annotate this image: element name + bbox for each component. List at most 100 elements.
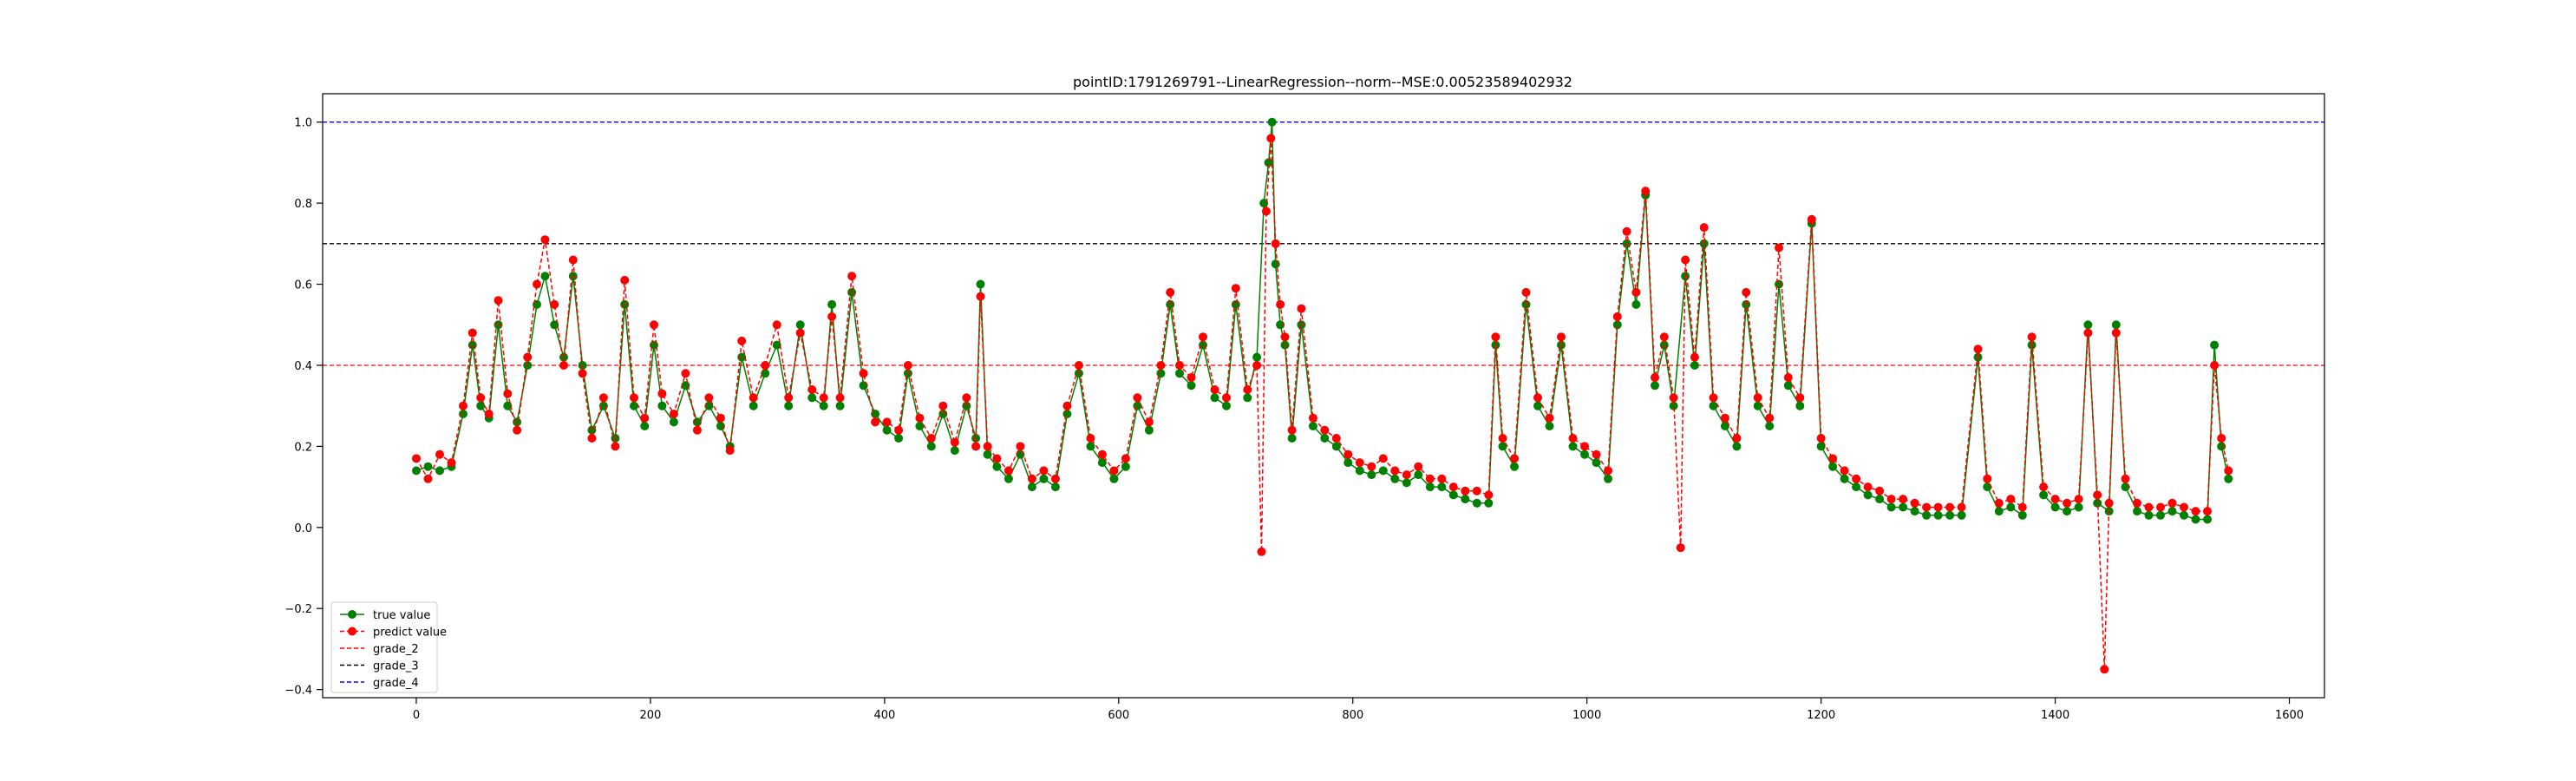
series-0-point <box>1437 482 1447 492</box>
series-1-point <box>1875 486 1885 496</box>
series-0-point <box>827 299 837 309</box>
x-tick-label: 400 <box>873 709 895 722</box>
series-1-point <box>1612 312 1622 321</box>
series-0-point <box>1027 482 1036 492</box>
series-0-point <box>1521 299 1531 309</box>
series-0-point <box>1367 470 1376 480</box>
series-0-point <box>1231 299 1240 309</box>
series-0-point <box>1344 458 1353 468</box>
series-1-point <box>1448 482 1458 492</box>
series-1-point <box>1210 385 1219 394</box>
series-1-point <box>2083 328 2093 338</box>
series-0-point <box>1852 482 1861 492</box>
series-1-point <box>2121 474 2130 483</box>
legend-label: grade_3 <box>373 660 419 673</box>
series-0-point <box>459 410 467 418</box>
series-1-point <box>772 320 781 330</box>
series-0-point <box>1166 299 1175 309</box>
series-1-point <box>1669 393 1678 403</box>
series-0-point <box>1742 299 1751 309</box>
series-0-point <box>1545 422 1554 430</box>
series-1-point <box>1886 495 1896 504</box>
series-1-point <box>807 385 817 394</box>
series-1-point <box>2093 490 2102 500</box>
series-1-point <box>1580 442 1589 451</box>
series-1-point <box>1257 547 1266 556</box>
series-1-point <box>784 393 794 403</box>
series-0-point <box>669 417 678 427</box>
series-1-point <box>1472 486 1481 496</box>
series-1-point <box>1287 425 1297 435</box>
series-0-point <box>568 272 578 281</box>
series-1-point <box>1097 450 1107 459</box>
series-1-point <box>1765 413 1775 423</box>
series-1-point <box>669 410 678 418</box>
series-1-point <box>650 320 658 330</box>
series-1-point <box>1863 482 1873 492</box>
series-1-point <box>1795 393 1805 403</box>
series-0-point <box>1484 498 1494 508</box>
series-1-point <box>1498 434 1507 443</box>
series-1-point <box>1109 466 1119 476</box>
series-0-point <box>1631 299 1641 309</box>
series-1-point <box>1604 466 1612 476</box>
series-1-point <box>503 389 513 398</box>
y-tick-label: 0.2 <box>294 441 312 454</box>
series-0-point <box>2039 490 2049 500</box>
series-0-point <box>1910 507 1919 516</box>
series-1-point <box>1484 490 1494 500</box>
series-1-point <box>1039 466 1049 476</box>
series-1-point <box>533 279 541 289</box>
series-1-point <box>513 425 522 435</box>
series-0-point <box>903 369 912 378</box>
series-1-point <box>1753 393 1762 403</box>
series-0-point <box>1050 482 1060 492</box>
series-1-point <box>1521 287 1531 297</box>
series-1-point <box>1659 332 1669 342</box>
legend-label: grade_2 <box>373 643 419 656</box>
series-1-point <box>2203 507 2212 516</box>
series-0-point <box>1308 422 1317 430</box>
series-0-point <box>983 450 992 459</box>
series-1-point <box>1308 413 1317 423</box>
series-1-point <box>1156 361 1166 370</box>
series-1-point <box>971 442 981 451</box>
series-1-point <box>1144 417 1154 427</box>
series-0-point <box>2167 507 2177 516</box>
series-1-point <box>1199 332 1207 342</box>
series-0-point <box>423 462 433 471</box>
series-1-point <box>1252 361 1262 370</box>
series-1-point <box>795 328 805 338</box>
series-0-point <box>513 417 522 427</box>
series-1-point <box>2050 495 2060 504</box>
series-1-point <box>681 369 690 378</box>
series-0-point <box>1461 495 1470 504</box>
series-1-point <box>1545 413 1554 423</box>
series-1-point <box>2156 502 2165 512</box>
series-1-point <box>2104 498 2114 508</box>
series-0-point <box>1097 458 1107 468</box>
series-0-point <box>915 422 925 430</box>
series-1-point <box>620 275 630 285</box>
series-0-point <box>2063 507 2072 516</box>
series-0-point <box>1651 381 1659 390</box>
series-0-point <box>1510 462 1519 471</box>
series-0-point <box>1669 401 1678 410</box>
series-1-point <box>1631 287 1641 297</box>
series-0-point <box>1875 495 1885 504</box>
series-1-point <box>1016 442 1025 451</box>
series-1-point <box>761 361 770 370</box>
series-0-point <box>807 393 817 403</box>
series-0-point <box>503 401 513 410</box>
series-0-point <box>2133 507 2141 516</box>
series-1-point <box>1425 474 1435 483</box>
series-0-point <box>1957 510 1966 520</box>
series-1-point <box>2063 498 2072 508</box>
series-1-point <box>1175 361 1184 370</box>
series-0-point <box>2156 510 2165 520</box>
legend-label: true value <box>373 609 430 622</box>
series-0-point <box>1816 442 1826 451</box>
series-1-point <box>871 417 880 427</box>
series-1-point <box>1355 458 1364 468</box>
series-0-point <box>761 369 770 378</box>
